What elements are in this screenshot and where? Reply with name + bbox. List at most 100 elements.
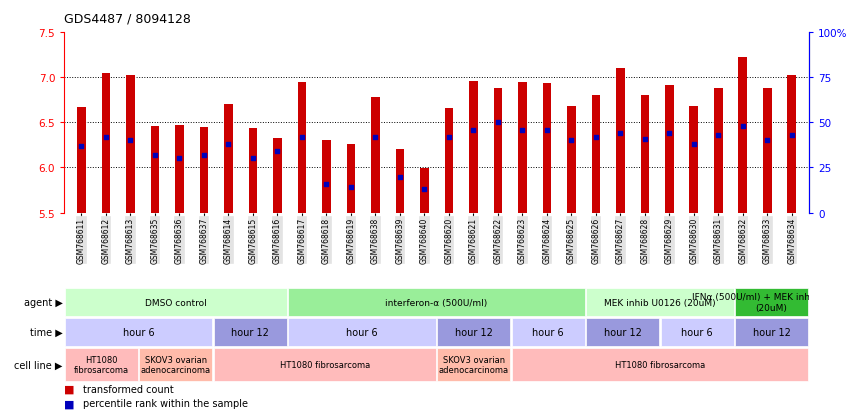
Text: hour 12: hour 12 [455, 327, 493, 337]
Text: SKOV3 ovarian
adenocarcinoma: SKOV3 ovarian adenocarcinoma [141, 355, 211, 374]
Point [344, 185, 358, 191]
Text: IFNα (500U/ml) + MEK inhib U0126
(20uM): IFNα (500U/ml) + MEK inhib U0126 (20uM) [693, 293, 851, 312]
Bar [714, 89, 722, 213]
Point [614, 131, 627, 137]
Text: hour 6: hour 6 [532, 327, 564, 337]
Text: time ▶: time ▶ [30, 327, 62, 337]
Text: agent ▶: agent ▶ [24, 297, 62, 307]
Text: hour 12: hour 12 [603, 327, 642, 337]
Point [711, 133, 725, 139]
Text: ■: ■ [64, 384, 74, 394]
Bar [65, 288, 287, 316]
Bar [214, 348, 436, 381]
Bar [298, 83, 306, 213]
Bar [735, 318, 808, 346]
Point [148, 152, 162, 159]
Bar [65, 348, 138, 381]
Point [173, 156, 187, 162]
Point [564, 138, 578, 145]
Point [270, 149, 284, 155]
Bar [322, 141, 330, 213]
Bar [395, 150, 404, 213]
Bar [151, 127, 159, 213]
Text: GDS4487 / 8094128: GDS4487 / 8094128 [64, 12, 191, 25]
Bar [77, 108, 86, 213]
Text: hour 12: hour 12 [231, 327, 270, 337]
Bar [591, 96, 600, 213]
Bar [420, 169, 429, 213]
Text: percentile rank within the sample: percentile rank within the sample [83, 399, 248, 408]
Bar [494, 89, 502, 213]
Point [515, 127, 529, 133]
Bar [586, 318, 659, 346]
Point [74, 143, 88, 150]
Text: HT1080 fibrosarcoma: HT1080 fibrosarcoma [280, 360, 370, 369]
Bar [739, 58, 747, 213]
Point [99, 134, 113, 141]
Bar [140, 348, 212, 381]
Point [393, 174, 407, 180]
Point [589, 134, 603, 141]
Bar [248, 128, 257, 213]
Point [418, 186, 431, 193]
Text: SKOV3 ovarian
adenocarcinoma: SKOV3 ovarian adenocarcinoma [439, 355, 508, 374]
Bar [273, 138, 282, 213]
Bar [371, 98, 379, 213]
Bar [437, 318, 510, 346]
Point [687, 141, 700, 148]
Text: HT1080
fibrosarcoma: HT1080 fibrosarcoma [74, 355, 129, 374]
Bar [735, 288, 808, 316]
Text: DMSO control: DMSO control [145, 298, 207, 307]
Point [222, 141, 235, 148]
Point [540, 127, 554, 133]
Point [663, 131, 676, 137]
Point [491, 120, 505, 126]
Bar [126, 75, 134, 213]
Point [197, 152, 211, 159]
Bar [437, 348, 510, 381]
Point [442, 134, 455, 141]
Text: hour 12: hour 12 [752, 327, 791, 337]
Text: interferon-α (500U/ml): interferon-α (500U/ml) [385, 298, 488, 307]
Bar [616, 69, 625, 213]
Bar [586, 288, 734, 316]
Text: hour 6: hour 6 [347, 327, 377, 337]
Text: transformed count: transformed count [83, 384, 174, 394]
Bar [65, 318, 212, 346]
Bar [640, 96, 649, 213]
Bar [543, 83, 551, 213]
Bar [444, 109, 453, 213]
Bar [665, 86, 674, 213]
Bar [288, 318, 436, 346]
Bar [512, 318, 585, 346]
Point [467, 127, 480, 133]
Bar [214, 318, 287, 346]
Bar [567, 107, 575, 213]
Point [785, 133, 799, 139]
Point [638, 136, 651, 142]
Bar [518, 83, 526, 213]
Point [736, 123, 750, 130]
Point [319, 181, 333, 188]
Bar [689, 107, 698, 213]
Point [368, 134, 382, 141]
Bar [512, 348, 808, 381]
Bar [288, 288, 585, 316]
Text: hour 6: hour 6 [123, 327, 154, 337]
Point [295, 134, 309, 141]
Text: hour 6: hour 6 [681, 327, 713, 337]
Text: MEK inhib U0126 (20uM): MEK inhib U0126 (20uM) [604, 298, 716, 307]
Bar [347, 145, 355, 213]
Text: ■: ■ [64, 399, 74, 408]
Text: cell line ▶: cell line ▶ [14, 359, 62, 370]
Bar [175, 126, 184, 213]
Bar [224, 105, 233, 213]
Bar [763, 89, 771, 213]
Point [123, 138, 137, 145]
Bar [661, 318, 734, 346]
Bar [788, 75, 796, 213]
Text: HT1080 fibrosarcoma: HT1080 fibrosarcoma [615, 360, 705, 369]
Bar [199, 128, 208, 213]
Point [246, 156, 259, 162]
Point [760, 138, 774, 145]
